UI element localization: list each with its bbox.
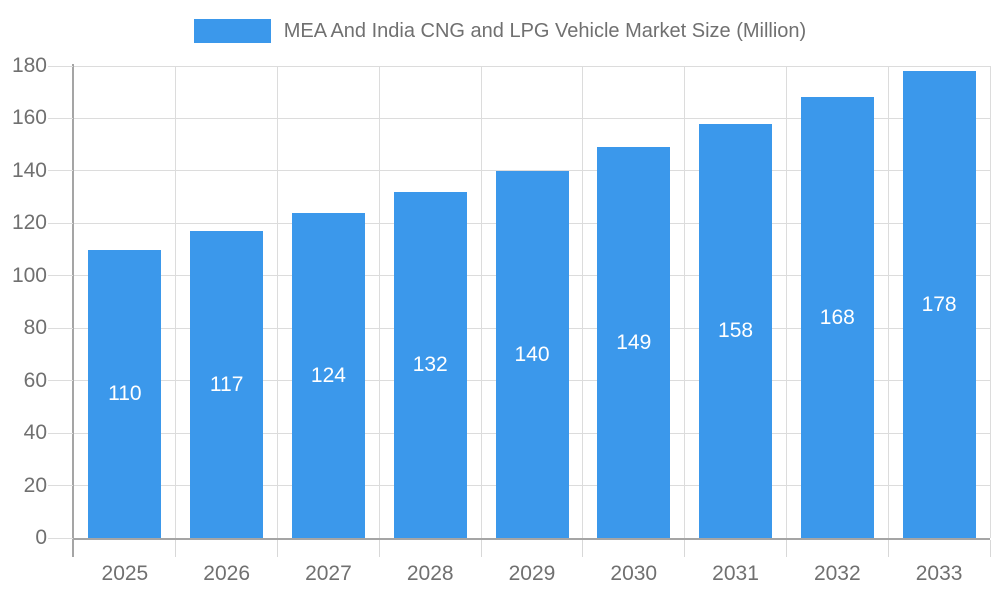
x-axis-tick-label: 2032 [813,562,861,585]
bar-value-label: 168 [819,306,855,330]
x-axis-tick-label: 2030 [610,562,658,585]
bar[interactable]: 149 [597,147,671,538]
y-axis-tick [48,537,73,539]
v-gridline [582,66,584,538]
x-axis-tick [887,540,889,557]
bar-value-label: 158 [718,319,754,343]
bar-value-label: 140 [514,342,550,366]
x-axis-tick-label: 2029 [508,562,556,585]
x-axis-tick [175,540,177,557]
bar-value-label: 178 [921,293,957,317]
bar[interactable]: 178 [902,71,976,538]
bar-value-label: 110 [108,382,142,406]
v-gridline [175,66,177,538]
bar[interactable]: 117 [190,231,264,538]
x-axis-tick [480,540,482,557]
y-axis-tick-label: 180 [11,54,47,77]
y-axis-tick [48,170,73,172]
y-axis-tick-label: 80 [23,316,47,340]
bar-value-label: 149 [616,331,652,355]
x-axis-tick [989,540,991,557]
y-axis-tick [48,65,73,67]
plot-area: 110 117 124 132 140 149 158 168 178 [74,65,991,538]
x-axis-tick-label: 2027 [305,562,352,585]
x-axis-tick [378,540,380,557]
v-gridline [887,66,889,538]
y-axis-tick [48,275,73,277]
bar[interactable]: 158 [699,123,773,538]
x-axis-tick-label: 2028 [406,562,454,585]
h-gridline [74,117,990,119]
x-axis-tick [277,540,279,557]
y-axis-tick [48,485,73,487]
legend-label: MEA And India CNG and LPG Vehicle Market… [283,19,807,42]
y-axis-tick-label: 140 [11,158,47,182]
v-gridline [684,66,686,538]
y-axis-tick [48,327,73,329]
y-axis-tick [48,380,73,382]
legend-item[interactable]: MEA And India CNG and LPG Vehicle Market… [0,17,1000,45]
y-axis-tick-label: 0 [35,526,47,549]
y-axis-line [72,64,74,540]
v-gridline [480,66,482,538]
v-gridline [785,66,787,538]
x-axis-tick-label: 2025 [101,562,149,585]
y-axis-tick-label: 20 [23,473,47,497]
h-gridline [74,170,990,172]
y-axis-tick [48,117,73,119]
x-axis-tick-label: 2026 [203,562,250,585]
v-gridline [277,66,279,538]
y-axis-tick-label: 160 [11,106,47,130]
x-axis-tick-label: 2031 [712,562,759,585]
x-axis-tick-label: 2033 [915,562,963,585]
x-axis-tick [684,540,686,557]
v-gridline [989,66,991,538]
y-axis-tick-label: 40 [23,421,47,445]
x-axis-tick [582,540,584,557]
v-gridline [378,66,380,538]
legend-swatch-icon [193,19,271,43]
y-axis-tick [48,222,73,224]
y-axis-tick-label: 100 [11,263,47,287]
x-axis-line [72,538,990,540]
bar-value-label: 124 [310,363,346,387]
bar[interactable]: 140 [495,170,569,538]
x-axis-origin-tick [72,540,74,557]
bar-value-label: 117 [209,373,244,397]
x-axis-tick [785,540,787,557]
bar[interactable]: 168 [800,97,874,538]
bar[interactable]: 132 [393,191,467,538]
bar-value-label: 132 [412,353,448,377]
y-axis-tick [48,432,73,434]
bar[interactable]: 110 [88,249,162,538]
bar[interactable]: 124 [291,212,365,538]
y-axis-tick-label: 120 [11,211,47,235]
y-axis-tick-label: 60 [23,368,47,392]
h-gridline [74,65,990,67]
